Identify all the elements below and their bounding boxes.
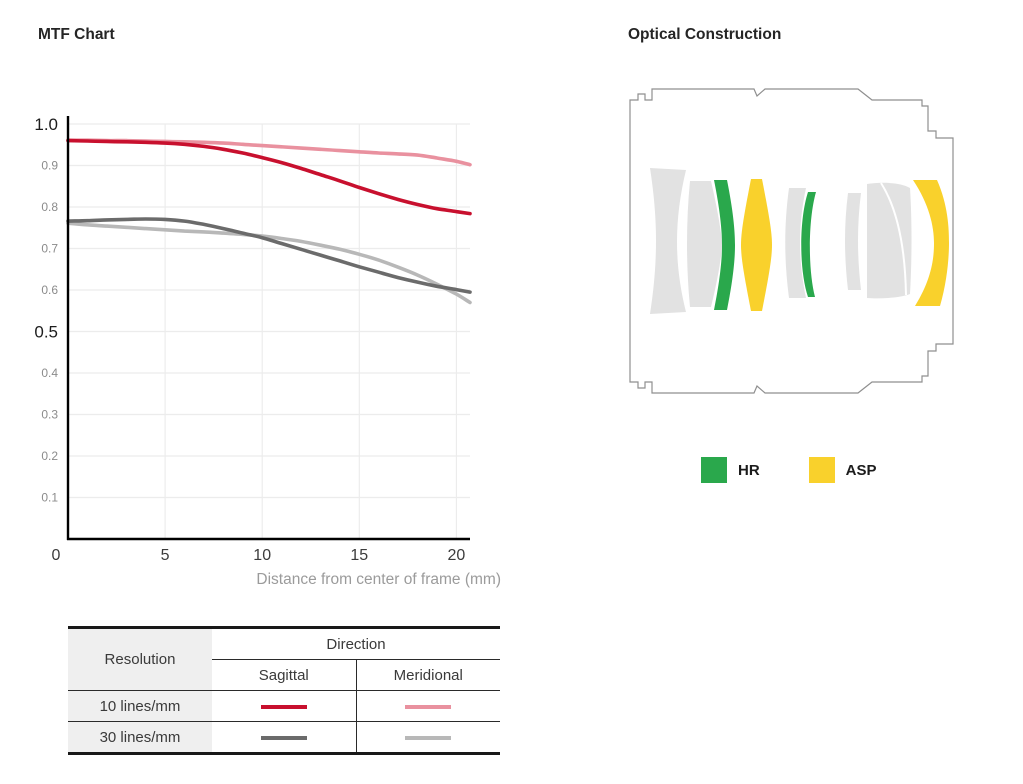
y-tick-label: 0.7 — [41, 242, 58, 256]
meridional-header: Meridional — [356, 659, 500, 691]
y-tick-label: 0.9 — [41, 159, 58, 173]
optical-construction-diagram — [629, 88, 954, 394]
series-curves — [66, 138, 472, 305]
table-row-30-lines: 30 lines/mm — [68, 721, 500, 754]
x-tick-label: 10 — [253, 547, 271, 564]
lens-barrel-outline — [629, 88, 954, 394]
lens-element-7 — [845, 193, 861, 290]
lens-element-2 — [687, 181, 722, 307]
x-axis-label: Distance from center of frame (mm) — [256, 571, 501, 588]
resolution-header: Resolution — [68, 627, 212, 691]
line-swatch-30-sagittal — [260, 735, 307, 740]
gridlines — [68, 123, 470, 539]
lens-doublet-seam — [880, 182, 907, 296]
axes — [66, 116, 470, 541]
line-swatch-10-meridional — [405, 704, 452, 709]
lens-element-9-asp — [913, 180, 949, 306]
tick-labels: 0.1 0.2 0.3 0.4 0.5 0.6 0.7 0.8 0.9 1.0 0 5 10 15 20 — [34, 115, 465, 564]
lens-element-1 — [650, 168, 686, 314]
sagittal-header: Sagittal — [212, 659, 357, 691]
lens-element-6-hr — [801, 192, 816, 297]
curve-10-lines-mm-sagittal — [66, 138, 472, 216]
legend-item-asp: ASP — [808, 457, 877, 483]
lens-element-4-asp — [741, 179, 772, 311]
hr-label: HR — [738, 461, 760, 479]
row-label-30-lines: 30 lines/mm — [68, 721, 212, 754]
mtf-legend-table: Resolution Direction Sagittal Meridional… — [68, 626, 500, 755]
x-tick-label: 15 — [350, 547, 368, 564]
mtf-chart: 0.1 0.2 0.3 0.4 0.5 0.6 0.7 0.8 0.9 1.0 0 5 10 15 20 — [34, 115, 472, 564]
line-swatch-10-sagittal — [260, 704, 307, 709]
y-tick-label: 0.1 — [41, 491, 58, 505]
y-tick-label: 1.0 — [34, 115, 58, 134]
y-tick-label: 0.3 — [41, 408, 58, 422]
row-label-10-lines: 10 lines/mm — [68, 690, 212, 722]
optical-legend: HR ASP — [701, 457, 877, 483]
direction-header: Direction — [212, 627, 500, 660]
y-tick-label: 0.8 — [41, 200, 58, 214]
y-tick-label: 0.5 — [34, 323, 58, 342]
lens-element-8-doublet — [867, 182, 912, 299]
x-tick-label: 20 — [448, 547, 466, 564]
asp-color-swatch — [808, 457, 835, 483]
mtf-chart-title: MTF Chart — [38, 26, 115, 43]
y-tick-label: 0.6 — [41, 283, 58, 297]
curve-30-lines-mm-meridional — [66, 221, 472, 305]
x-tick-label: 0 — [52, 547, 61, 564]
optical-construction-title: Optical Construction — [628, 26, 782, 43]
x-tick-label: 5 — [161, 547, 170, 564]
table-row-10-lines: 10 lines/mm — [68, 690, 500, 722]
asp-label: ASP — [845, 461, 877, 479]
legend-item-hr: HR — [701, 457, 760, 483]
hr-color-swatch — [701, 457, 727, 483]
curve-30-lines-mm-sagittal — [66, 217, 472, 294]
lens-element-5 — [785, 188, 806, 298]
y-tick-label: 0.2 — [41, 449, 58, 463]
lens-element-3-hr — [714, 180, 735, 310]
line-swatch-30-meridional — [405, 735, 452, 740]
y-tick-label: 0.4 — [41, 366, 58, 380]
